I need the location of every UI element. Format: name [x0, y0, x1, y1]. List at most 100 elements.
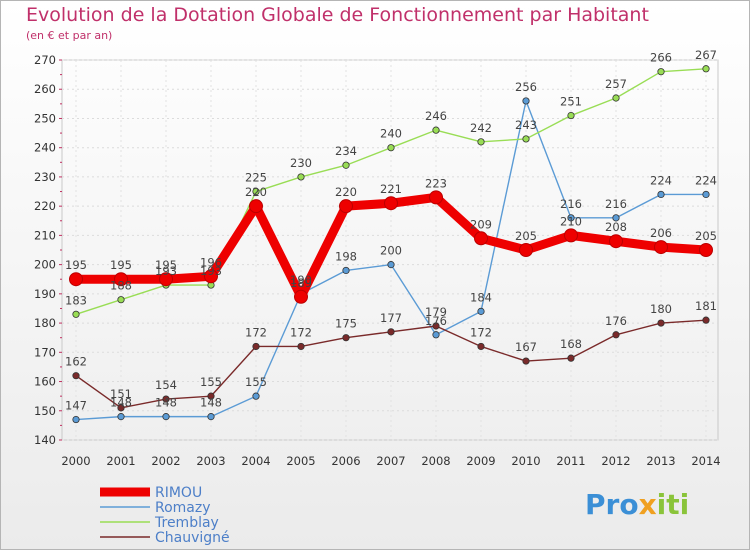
data-label: 251	[560, 95, 582, 109]
data-label: 195	[110, 258, 132, 272]
chart-subtitle: (en € et par an)	[26, 29, 113, 42]
y-tick-label: 150	[34, 404, 56, 418]
data-label: 155	[245, 375, 267, 389]
axes: 140 150 160 170 180 190 200 210 220 230 240 250 260 2…	[34, 53, 721, 468]
data-label: 216	[560, 197, 582, 211]
data-label: 266	[650, 51, 672, 65]
data-point	[387, 261, 395, 269]
data-point	[657, 68, 665, 76]
data-point	[519, 243, 533, 257]
data-label: 246	[425, 109, 447, 123]
series-group	[69, 65, 713, 424]
chart-title: Evolution de la Dotation Globale de Fonc…	[26, 4, 649, 26]
data-label: 196	[200, 255, 222, 269]
data-point	[342, 266, 350, 275]
legend-label: Romazy	[155, 500, 211, 516]
data-label: 205	[695, 229, 717, 243]
data-label: 176	[605, 314, 627, 328]
x-tick-label: 2001	[106, 454, 135, 468]
data-label: 184	[470, 290, 492, 304]
data-label: 206	[650, 226, 672, 240]
legend-label: RIMOU	[155, 485, 202, 501]
data-label: 148	[110, 396, 132, 410]
data-point	[69, 272, 83, 287]
data-point	[162, 413, 170, 421]
data-point	[207, 392, 215, 400]
data-point	[567, 354, 575, 362]
data-point	[567, 214, 575, 222]
data-label: 224	[650, 173, 672, 187]
data-point	[249, 199, 263, 214]
data-label: 172	[245, 325, 267, 339]
data-point	[699, 243, 713, 257]
data-label: 151	[110, 387, 132, 401]
data-point	[612, 331, 620, 339]
data-label: 154	[155, 378, 177, 392]
data-label: 148	[155, 396, 177, 410]
data-label: 172	[290, 325, 312, 339]
data-label: 256	[515, 80, 537, 94]
data-point	[342, 334, 350, 342]
data-point	[702, 190, 710, 199]
data-label: 195	[65, 258, 87, 272]
y-tick-label: 220	[34, 199, 56, 213]
data-label: 177	[380, 311, 402, 325]
data-point	[477, 138, 485, 146]
data-label: 200	[380, 244, 402, 258]
y-tick-label: 260	[34, 82, 56, 96]
data-label: 190	[290, 273, 312, 287]
legend-label: Chauvigné	[155, 530, 230, 546]
data-point	[72, 415, 80, 424]
data-label: 210	[560, 214, 582, 228]
data-label: 257	[605, 77, 627, 91]
x-tick-label: 2011	[556, 454, 585, 468]
data-point	[117, 296, 125, 304]
data-label: 234	[335, 144, 357, 158]
logo-part-1: Pro	[585, 488, 639, 521]
data-label: 195	[155, 258, 177, 272]
data-label: 220	[335, 185, 357, 199]
x-tick-label: 2010	[511, 454, 540, 468]
data-point	[384, 196, 398, 211]
y-tick-label: 230	[34, 170, 56, 184]
data-point	[567, 111, 575, 120]
data-point	[477, 342, 485, 351]
data-label: 180	[650, 302, 672, 316]
data-point	[207, 413, 215, 421]
x-tick-label: 2008	[421, 454, 450, 468]
data-label: 176	[425, 314, 447, 328]
data-label: 208	[605, 220, 627, 234]
x-tick-label: 2004	[241, 454, 270, 468]
data-label: 242	[470, 121, 492, 135]
data-point	[702, 65, 710, 73]
x-tick-label: 2005	[286, 454, 315, 468]
x-tick-label: 2007	[376, 454, 405, 468]
data-label: 225	[245, 171, 267, 185]
x-tick-label: 2014	[691, 454, 720, 468]
data-label: 162	[65, 355, 87, 369]
data-label: 175	[335, 317, 357, 331]
data-point	[474, 231, 488, 246]
data-label: 220	[245, 185, 267, 199]
data-label: 148	[200, 396, 222, 410]
data-label: 193	[200, 264, 222, 278]
grid	[61, 59, 719, 441]
data-point	[657, 190, 665, 199]
data-label: 224	[695, 173, 717, 187]
logo-part-2: iti	[656, 488, 690, 521]
y-tick-label: 250	[34, 111, 56, 125]
data-point	[612, 94, 620, 102]
data-label: 243	[515, 118, 537, 132]
y-tick-label: 170	[34, 345, 56, 359]
data-point	[432, 331, 440, 339]
data-label: 240	[380, 127, 402, 141]
data-point	[432, 322, 440, 330]
legend-label: Tremblay	[154, 515, 219, 531]
x-tick-label: 2006	[331, 454, 360, 468]
data-point	[72, 372, 80, 380]
data-label: 223	[425, 176, 447, 190]
data-point	[387, 144, 395, 152]
data-label: 188	[110, 279, 132, 293]
data-point	[117, 413, 125, 421]
